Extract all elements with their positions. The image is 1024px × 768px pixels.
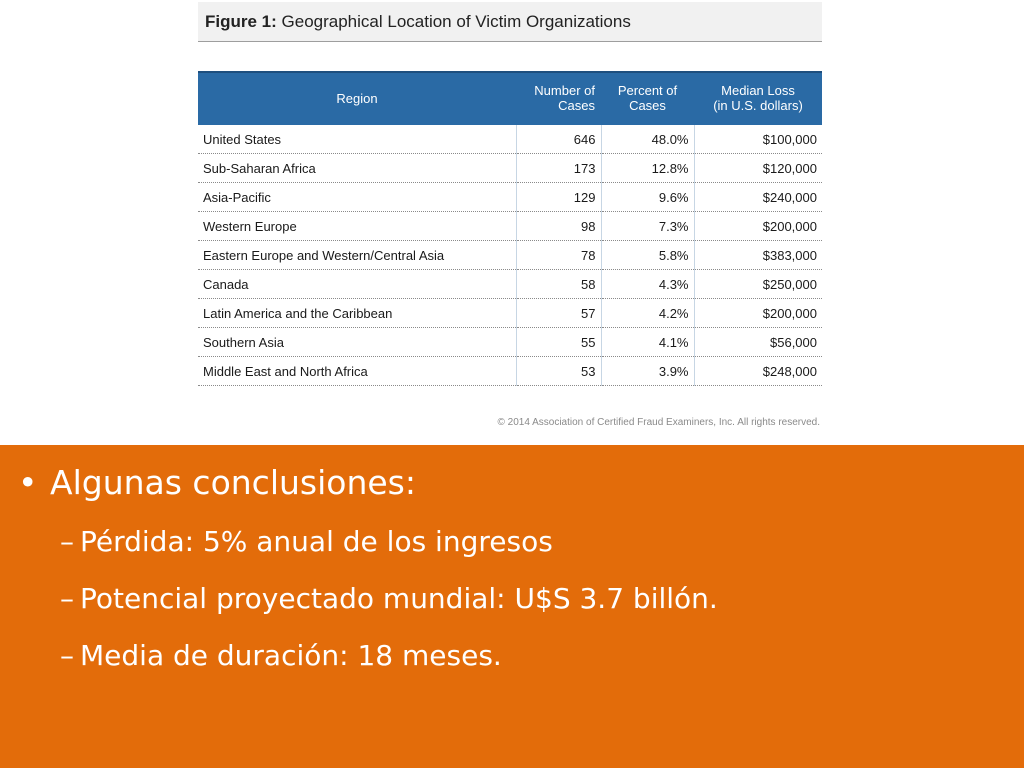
cell-percent: 5.8% (600, 240, 694, 270)
cell-median-loss: $248,000 (693, 356, 822, 386)
cell-region: Eastern Europe and Western/Central Asia (198, 240, 516, 270)
victim-location-table: Region Number of Cases Percent of Cases … (198, 71, 822, 386)
cell-cases: 173 (515, 153, 601, 183)
dash-symbol: – (60, 582, 74, 615)
cell-region: Asia-Pacific (198, 182, 516, 212)
figure-title-text: Geographical Location of Victim Organiza… (276, 12, 631, 31)
cell-region: Latin America and the Caribbean (198, 298, 516, 328)
table-row: Southern Asia 55 4.1% $56,000 (198, 327, 822, 357)
table-header-row: Region Number of Cases Percent of Cases … (198, 71, 822, 124)
cell-region: United States (198, 123, 516, 154)
column-header-cases: Number of Cases (516, 71, 601, 124)
cell-cases: 646 (515, 123, 601, 154)
table-row: United States 646 48.0% $100,000 (198, 123, 822, 154)
column-header-percent: Percent of Cases (601, 71, 694, 124)
table-row: Asia-Pacific 129 9.6% $240,000 (198, 182, 822, 212)
conclusions-panel: • Algunas conclusiones: – Pérdida: 5% anua… (0, 445, 1024, 768)
cell-percent: 3.9% (600, 356, 694, 386)
column-header-median-loss: Median Loss (in U.S. dollars) (694, 71, 822, 124)
sub-bullet-text: Potencial proyectado mundial: U$S 3.7 bi… (80, 582, 718, 615)
cell-median-loss: $240,000 (693, 182, 822, 212)
cell-cases: 57 (515, 298, 601, 328)
dash-symbol: – (60, 639, 74, 672)
figure-image: Figure 1: Geographical Location of Victi… (198, 2, 822, 440)
cell-region: Western Europe (198, 211, 516, 241)
sub-bullet-1: – Pérdida: 5% anual de los ingresos (60, 525, 553, 558)
cell-percent: 7.3% (600, 211, 694, 241)
cell-region: Canada (198, 269, 516, 299)
sub-bullet-2: – Potencial proyectado mundial: U$S 3.7 b… (60, 582, 718, 615)
cell-percent: 48.0% (600, 123, 694, 154)
cell-median-loss: $200,000 (693, 211, 822, 241)
figure-title-prefix: Figure 1: (205, 12, 277, 31)
cell-median-loss: $200,000 (693, 298, 822, 328)
cell-cases: 58 (515, 269, 601, 299)
column-header-region: Region (198, 71, 516, 124)
cell-region: Sub-Saharan Africa (198, 153, 516, 183)
cell-cases: 55 (515, 327, 601, 357)
cell-cases: 129 (515, 182, 601, 212)
table-body: United States 646 48.0% $100,000 Sub-Saharan… (198, 123, 822, 386)
median-loss-line1: Median Loss (721, 83, 795, 98)
cell-median-loss: $56,000 (693, 327, 822, 357)
copyright-notice: © 2014 Association of Certified Fraud Ex… (497, 417, 820, 428)
cell-percent: 9.6% (600, 182, 694, 212)
table-row: Eastern Europe and Western/Central Asia 7… (198, 240, 822, 270)
cell-percent: 12.8% (600, 153, 694, 183)
cell-median-loss: $120,000 (693, 153, 822, 183)
table-row: Latin America and the Caribbean 57 4.2% $20… (198, 298, 822, 328)
sub-bullet-text: Pérdida: 5% anual de los ingresos (80, 525, 553, 558)
table-row: Middle East and North Africa 53 3.9% $248,0… (198, 356, 822, 386)
cell-region: Middle East and North Africa (198, 356, 516, 386)
table-row: Western Europe 98 7.3% $200,000 (198, 211, 822, 241)
bullet-symbol: • (18, 463, 38, 502)
cell-region: Southern Asia (198, 327, 516, 357)
table-row: Canada 58 4.3% $250,000 (198, 269, 822, 299)
cell-median-loss: $250,000 (693, 269, 822, 299)
cell-cases: 53 (515, 356, 601, 386)
bullet-heading: • Algunas conclusiones: (18, 463, 416, 502)
table-row: Sub-Saharan Africa 173 12.8% $120,000 (198, 153, 822, 183)
dash-symbol: – (60, 525, 74, 558)
cell-cases: 78 (515, 240, 601, 270)
cell-percent: 4.3% (600, 269, 694, 299)
sub-bullet-3: – Media de duración: 18 meses. (60, 639, 502, 672)
cell-percent: 4.1% (600, 327, 694, 357)
cell-cases: 98 (515, 211, 601, 241)
cell-median-loss: $100,000 (693, 123, 822, 154)
heading-text: Algunas conclusiones: (50, 463, 416, 502)
sub-bullet-text: Media de duración: 18 meses. (80, 639, 502, 672)
cell-percent: 4.2% (600, 298, 694, 328)
median-loss-line2: (in U.S. dollars) (713, 98, 803, 113)
cell-median-loss: $383,000 (693, 240, 822, 270)
figure-title: Figure 1: Geographical Location of Victi… (198, 2, 822, 42)
